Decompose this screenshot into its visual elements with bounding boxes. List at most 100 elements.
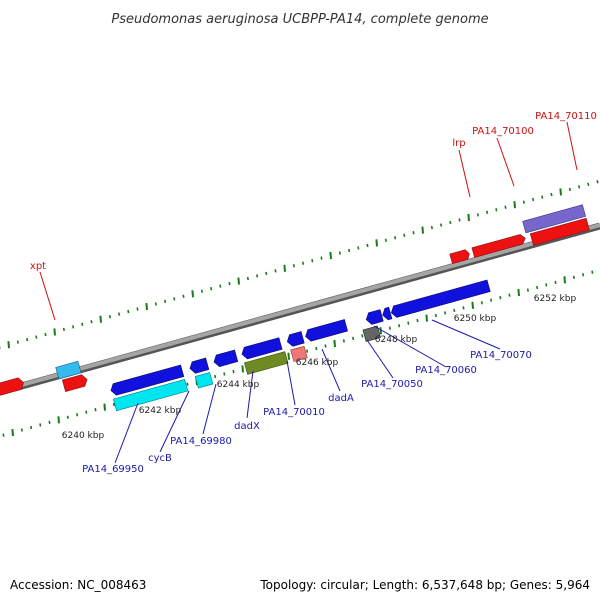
gene-feature-pa14-70060[interactable] (381, 306, 393, 321)
minor-tick (186, 382, 189, 386)
gene-feature-red-left[interactable] (0, 377, 25, 404)
major-tick (145, 302, 148, 311)
minor-tick (430, 225, 433, 230)
major-tick (237, 277, 240, 285)
minor-tick (72, 325, 75, 329)
gene-feature-pink[interactable] (290, 345, 308, 362)
minor-tick (173, 297, 176, 301)
minor-tick (384, 238, 387, 242)
minor-tick (352, 336, 355, 341)
gene-feature-pa14-70100[interactable] (471, 233, 527, 258)
minor-tick (403, 233, 406, 237)
gene-label-dada[interactable]: dadA (328, 393, 354, 404)
minor-tick (440, 223, 443, 227)
gene-feature-pa14-70010[interactable] (286, 331, 305, 348)
minor-tick (223, 372, 226, 376)
gene-feature-red-right[interactable] (529, 217, 590, 246)
top-gene-labels: xpt lrp PA14_70100 PA14_70110 (30, 111, 597, 272)
major-tick (283, 264, 286, 272)
scale-label: 6252 kbp (534, 294, 577, 304)
gene-label-pa14-70070[interactable]: PA14_70070 (470, 350, 532, 361)
minor-tick (526, 288, 529, 292)
gene-feature-pa14-69980[interactable] (212, 349, 239, 368)
gene-label-pa14-69980[interactable]: PA14_69980 (170, 436, 232, 447)
gene-label-pa14-69950[interactable]: PA14_69950 (82, 464, 144, 475)
minor-tick (504, 205, 507, 209)
minor-tick (320, 256, 323, 260)
major-tick (563, 276, 566, 284)
minor-tick (357, 246, 360, 250)
gene-feature-gray[interactable] (362, 325, 381, 342)
gene-label-cycb[interactable]: cycB (148, 453, 172, 464)
minor-tick (591, 270, 594, 274)
minor-tick (136, 307, 139, 311)
minor-tick (76, 413, 79, 417)
minor-tick (508, 293, 511, 297)
minor-tick (522, 200, 525, 204)
minor-tick (292, 264, 295, 268)
minor-tick (210, 287, 213, 291)
minor-tick (458, 218, 461, 222)
minor-tick (66, 415, 69, 419)
gene-feature-xpt[interactable] (55, 360, 82, 380)
gene-label-dadx[interactable]: dadX (234, 421, 260, 432)
map-title: Pseudomonas aeruginosa UCBPP-PA14, compl… (111, 12, 488, 27)
minor-tick (112, 402, 115, 407)
major-tick (333, 339, 336, 348)
gene-feature-red-left-2[interactable] (61, 374, 88, 393)
major-tick (375, 239, 378, 247)
minor-tick (348, 248, 351, 253)
gene-feature-pa14-70070[interactable] (390, 279, 491, 319)
minor-tick (324, 344, 327, 348)
minor-tick (127, 309, 130, 314)
gene-feature-dada[interactable] (304, 319, 349, 343)
genome-summary-text: Topology: circular; Length: 6,537,648 bp… (260, 578, 590, 592)
major-tick (287, 352, 290, 360)
major-tick (53, 328, 56, 336)
gene-feature-cyan-short[interactable] (194, 372, 214, 389)
gene-feature-dadx-arrow[interactable] (240, 337, 283, 360)
major-tick (421, 226, 424, 234)
accession-text: Accession: NC_008463 (10, 578, 147, 592)
minor-tick (311, 259, 314, 263)
gene-feature-dadx[interactable] (243, 351, 289, 375)
major-tick (379, 327, 382, 335)
minor-tick (154, 302, 157, 306)
gene-feature-cycb[interactable] (188, 357, 210, 374)
minor-tick (182, 294, 185, 298)
scale-label: 6244 kbp (217, 380, 260, 390)
minor-tick (342, 339, 345, 343)
gene-label-pa14-70050[interactable]: PA14_70050 (361, 379, 423, 390)
gene-label-pa14-70110[interactable]: PA14_70110 (535, 111, 597, 122)
major-tick (241, 365, 244, 373)
gene-label-lrp[interactable]: lrp (452, 138, 465, 149)
minor-tick (536, 285, 539, 290)
minor-tick (39, 423, 42, 427)
scale-label: 6246 kbp (296, 358, 339, 368)
minor-tick (2, 433, 5, 437)
minor-tick (90, 320, 93, 324)
gene-label-xpt[interactable]: xpt (30, 261, 46, 272)
gene-label-pa14-70100[interactable]: PA14_70100 (472, 126, 534, 137)
minor-tick (416, 318, 419, 323)
gene-feature-pa14-70110[interactable] (522, 204, 586, 234)
minor-tick (302, 261, 305, 265)
scale-label: 6248 kbp (375, 335, 418, 345)
gene-feature-cyan-long[interactable] (112, 379, 189, 412)
tick-row-top (0, 180, 599, 349)
minor-tick (486, 210, 489, 214)
minor-tick (366, 243, 369, 248)
gene-feature-pa14-70050[interactable] (365, 309, 384, 326)
minor-tick (118, 312, 121, 316)
minor-tick (407, 321, 410, 325)
gene-feature-pa14-69950[interactable] (109, 364, 185, 396)
gene-label-pa14-70010[interactable]: PA14_70010 (263, 407, 325, 418)
minor-tick (596, 180, 599, 184)
minor-tick (35, 335, 38, 339)
minor-tick (434, 313, 437, 318)
major-tick (559, 188, 562, 196)
gene-feature-lrp[interactable] (449, 249, 471, 264)
gene-label-pa14-70060[interactable]: PA14_70060 (415, 365, 477, 376)
major-tick (99, 315, 102, 323)
minor-tick (476, 213, 479, 217)
